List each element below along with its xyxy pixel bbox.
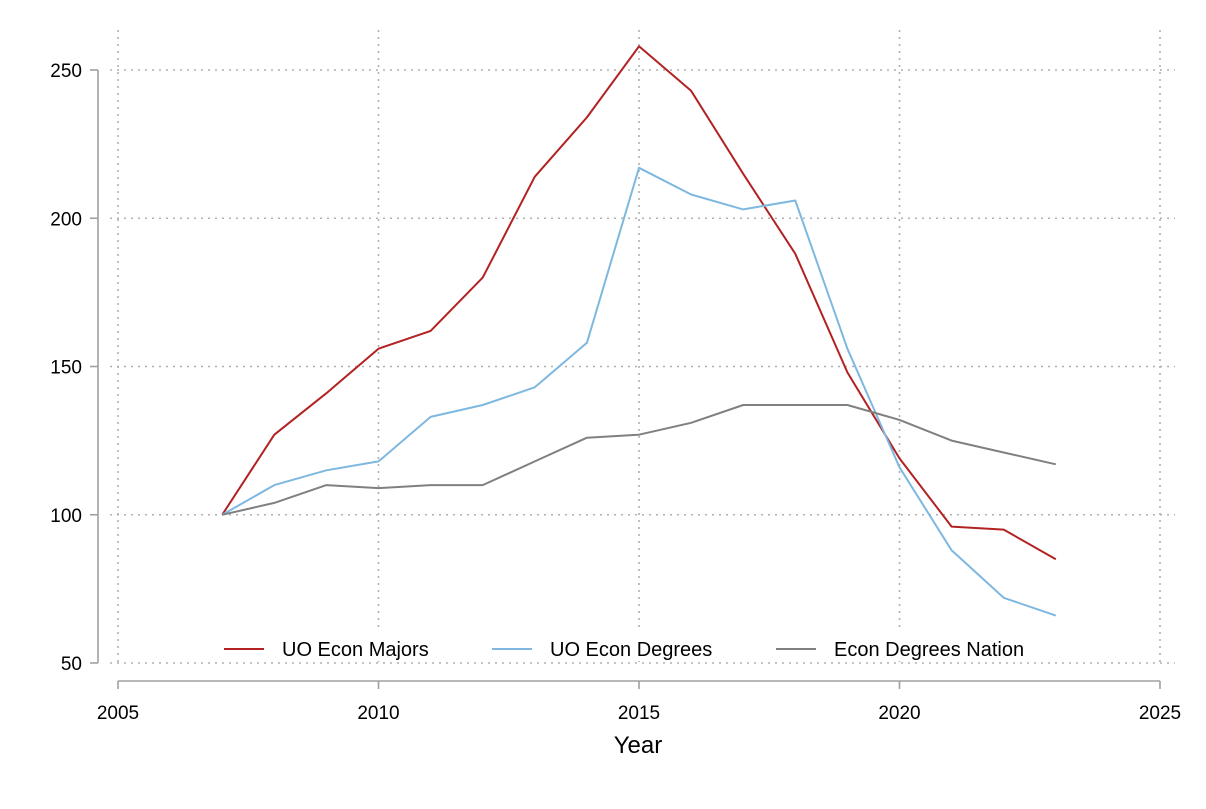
x-tick-label: 2015 xyxy=(618,703,660,724)
legend-label-uo-econ-majors: UO Econ Majors xyxy=(282,639,429,661)
y-tick-label: 100 xyxy=(50,506,82,527)
legend-bg xyxy=(218,631,226,661)
legend-label-uo-econ-degrees: UO Econ Degrees xyxy=(550,639,712,661)
series-line-uo-econ-majors xyxy=(221,45,1057,561)
x-axis-title: Year xyxy=(614,732,663,759)
x-tick-label: 2005 xyxy=(97,703,139,724)
series-line-econ-degrees-nation xyxy=(221,404,1057,516)
x-tick-label: 2020 xyxy=(878,703,920,724)
legend-bg xyxy=(770,631,778,661)
axes: 50 100 150 200 250 2005 2010 2015 2020 2025 xyxy=(50,61,1181,724)
legend: UO Econ Majors UO Econ Degrees Econ Degree… xyxy=(218,631,1033,661)
x-tick-label: 2025 xyxy=(1139,703,1181,724)
legend-label-bg xyxy=(264,631,437,661)
legend-bg xyxy=(486,631,494,661)
y-tick-label: 50 xyxy=(61,654,82,675)
legend-label-bg xyxy=(532,631,721,661)
legend-label-bg xyxy=(816,631,1033,661)
legend-label-econ-degrees-nation: Econ Degrees Nation xyxy=(834,639,1024,661)
y-tick-label: 200 xyxy=(50,209,82,230)
grid-lines xyxy=(110,30,1175,664)
y-tick-label: 250 xyxy=(50,61,82,82)
series-line-uo-econ-degrees xyxy=(221,166,1057,617)
y-tick-label: 150 xyxy=(50,358,82,379)
x-tick-label: 2010 xyxy=(357,703,399,724)
series-lines xyxy=(221,45,1057,617)
